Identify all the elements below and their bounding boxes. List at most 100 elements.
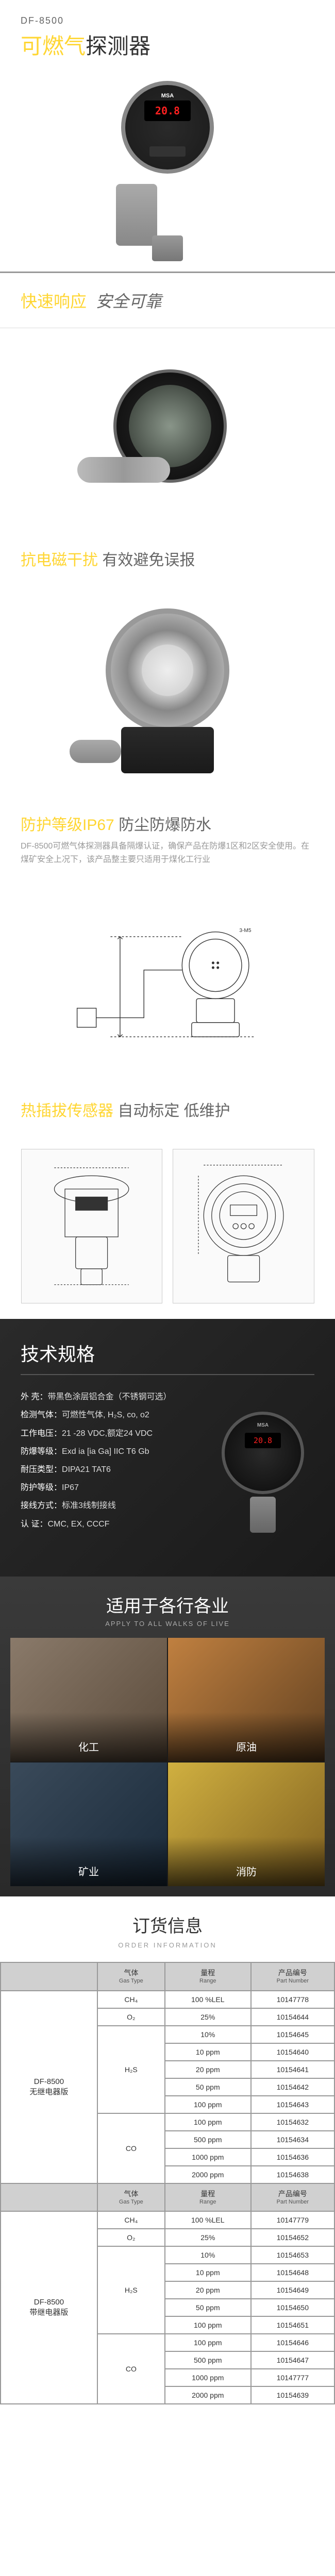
th-pn: 产品编号Part Number [251,2183,334,2211]
pn-cell: 10147779 [251,2211,334,2229]
range-cell: 100 ppm [165,2334,251,2351]
slogan-1: 快速响应 安全可靠 [21,289,314,312]
feature-2-gray: 有效避免误报 [102,552,195,569]
industry-cell: 原油 [168,1638,325,1761]
industry-label: 原油 [236,1739,257,1754]
feature-3-yellow: 防护等级IP67 [21,817,114,834]
model-number: DF-8500 [21,15,314,26]
industry-cell: 化工 [10,1638,167,1761]
feature-3-gray: 防尘防爆防水 [119,817,211,834]
specs-device-image: MSA 20.8 [211,1412,314,1546]
apply-title: 适用于各行各业 [10,1592,325,1617]
range-cell: 20 ppm [165,2281,251,2299]
header-section: DF-8500 可燃气探测器 [0,0,335,71]
pn-cell: 10154647 [251,2351,334,2369]
pn-cell: 10154636 [251,2148,334,2166]
order-title: 订货信息 [0,1912,335,1937]
pn-cell: 10154638 [251,2166,334,2183]
pn-cell: 10154643 [251,2096,334,2113]
product-top-image [0,583,335,799]
pn-cell: 10154634 [251,2131,334,2148]
gas-cell: CO [97,2113,165,2183]
industry-label: 化工 [78,1739,99,1754]
range-cell: 100 %LEL [165,1991,251,2008]
tech-drawing-right [173,1149,314,1303]
industry-cell: 矿业 [10,1762,167,1886]
pn-cell: 10154653 [251,2246,334,2264]
feature-4-gray: 自动标定 低维护 [118,1103,230,1120]
brand-label: MSA [161,93,174,99]
device-angle-illustration [77,359,258,503]
gas-cell: CH₄ [97,1991,165,2008]
apply-section: 适用于各行各业 APPLY TO ALL WALKS OF LIVE 化工 原油… [0,1577,335,1896]
gas-cell: CO [97,2334,165,2404]
range-cell: 10 ppm [165,2043,251,2061]
gas-cell: CH₄ [97,2211,165,2229]
range-cell: 100 %LEL [165,2211,251,2229]
industry-label: 消防 [236,1863,257,1878]
range-cell: 2000 ppm [165,2166,251,2183]
pn-cell: 10154651 [251,2316,334,2334]
device-top-illustration [70,598,265,784]
product-title: 可燃气探测器 [21,29,314,60]
group-name-cell: DF-8500带继电器版 [1,2211,97,2404]
diagram-svg-1: 3-M5 [26,899,309,1065]
slogan-bar-1: 快速响应 安全可靠 [0,272,335,328]
th-group [1,2183,97,2211]
th-gas: 气体Gas Type [97,2183,165,2211]
industry-cell: 消防 [168,1762,325,1886]
order-section: 订货信息 ORDER INFORMATION 气体Gas Type 量程Rang… [0,1896,335,2420]
th-range: 量程Range [165,2183,251,2211]
range-cell: 100 ppm [165,2096,251,2113]
range-cell: 25% [165,2229,251,2246]
pn-cell: 10154644 [251,2008,334,2026]
group-name-cell: DF-8500无继电器版 [1,1991,97,2183]
pn-cell: 10154650 [251,2299,334,2316]
range-cell: 25% [165,2008,251,2026]
feature-4-title: 热插拔传感器 自动标定 低维护 [21,1098,314,1121]
range-cell: 500 ppm [165,2131,251,2148]
range-cell: 100 ppm [165,2316,251,2334]
display-readout: 20.8 [155,105,180,117]
apply-subtitle: APPLY TO ALL WALKS OF LIVE [10,1620,325,1628]
feature-2-yellow: 抗电磁干扰 [21,552,98,569]
device-illustration: MSA 20.8 [100,81,234,261]
th-pn: 产品编号Part Number [251,1962,334,1990]
slogan-1-yellow: 快速响应 [21,292,87,311]
gas-cell: H₂S [97,2026,165,2113]
technical-diagram-1: 3-M5 [0,879,335,1085]
pn-cell: 10154649 [251,2281,334,2299]
range-cell: 2000 ppm [165,2386,251,2404]
svg-text:3-M5: 3-M5 [239,928,252,934]
range-cell: 10% [165,2026,251,2043]
tech-drawing-left [21,1149,163,1303]
pn-cell: 10147778 [251,1991,334,2008]
feature-3-title: 防护等级IP67 防尘防爆防水 [21,812,314,835]
hero-image: MSA 20.8 [0,71,335,272]
th-gas: 气体Gas Type [97,1962,165,1990]
spec-item: 外 壳：带黑色涂层铝合金（不锈钢可选） [21,1388,314,1406]
th-group [1,1962,97,1990]
pn-cell: 10154640 [251,2043,334,2061]
feature-bar-2: 抗电磁干扰 有效避免误报 [0,534,335,583]
technical-diagram-2 [0,1133,335,1319]
title-accent: 可燃气 [21,34,86,58]
pn-cell: 10154652 [251,2229,334,2246]
title-suffix: 探测器 [86,34,150,58]
order-table: 气体Gas Type 量程Range 产品编号Part Number DF-850… [0,1962,335,2404]
order-subtitle: ORDER INFORMATION [0,1941,335,1949]
pn-cell: 10154645 [251,2026,334,2043]
pn-cell: 10154639 [251,2386,334,2404]
range-cell: 20 ppm [165,2061,251,2078]
feature-2-title: 抗电磁干扰 有效避免误报 [21,547,314,570]
slogan-1-gray: 安全可靠 [96,292,162,311]
product-angle-image [0,328,335,534]
apply-grid: 化工 原油 矿业 消防 [10,1638,325,1886]
feature-bar-4: 热插拔传感器 自动标定 低维护 [0,1085,335,1133]
feature-bar-3: 防护等级IP67 防尘防爆防水 DF-8500可燃气体探测器具备隔爆认证，确保产… [0,799,335,879]
pn-cell: 10147777 [251,2369,334,2386]
th-range: 量程Range [165,1962,251,1990]
gas-cell: O₂ [97,2229,165,2246]
gas-cell: O₂ [97,2008,165,2026]
range-cell: 1000 ppm [165,2369,251,2386]
